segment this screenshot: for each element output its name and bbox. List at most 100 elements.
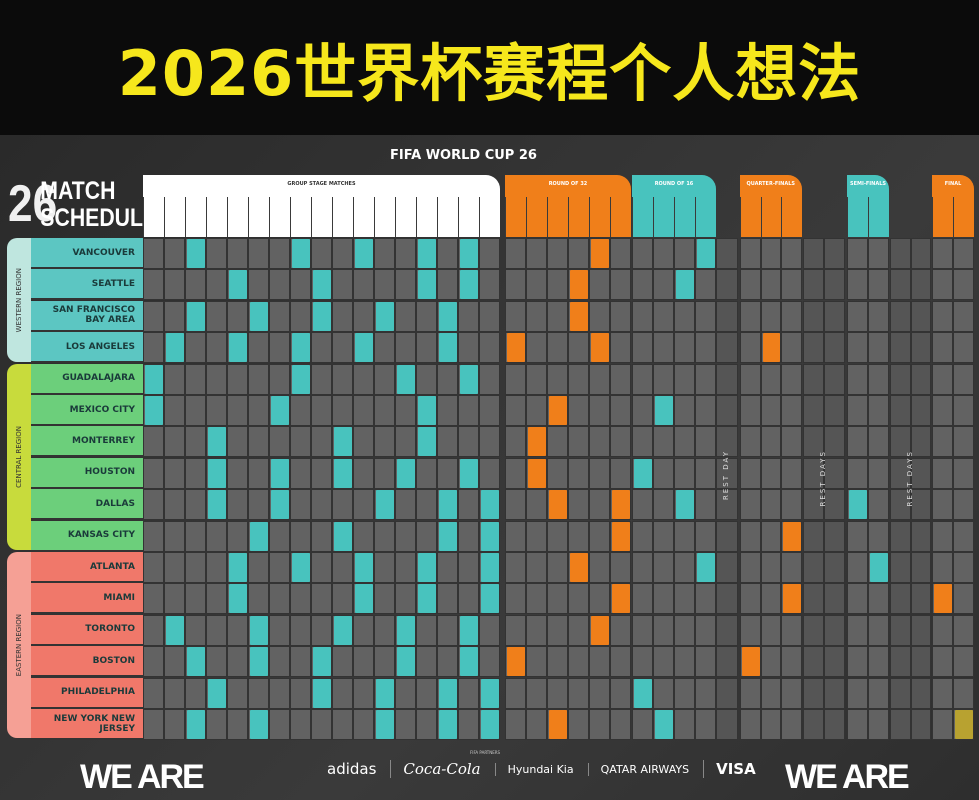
match-r16[interactable]: [697, 553, 715, 582]
match-g[interactable]: [418, 239, 436, 268]
match-r32[interactable]: [612, 490, 630, 520]
match-g[interactable]: [208, 678, 226, 708]
match-g[interactable]: [250, 521, 268, 551]
match-g[interactable]: [187, 239, 205, 268]
match-r32[interactable]: [549, 490, 567, 520]
match-g[interactable]: [355, 553, 373, 582]
match-g[interactable]: [250, 301, 268, 331]
match-g[interactable]: [313, 678, 331, 708]
match-g[interactable]: [397, 458, 415, 488]
match-r32[interactable]: [570, 270, 588, 300]
match-final[interactable]: [934, 584, 952, 614]
match-g[interactable]: [397, 615, 415, 645]
match-g[interactable]: [166, 615, 184, 645]
match-g[interactable]: [460, 647, 478, 677]
match-r32[interactable]: [591, 333, 609, 363]
match-g[interactable]: [439, 490, 457, 520]
match-g[interactable]: [481, 521, 499, 551]
match-r32[interactable]: [549, 710, 567, 739]
match-r16[interactable]: [634, 678, 652, 708]
match-g[interactable]: [271, 458, 289, 488]
match-g[interactable]: [313, 301, 331, 331]
match-g[interactable]: [460, 615, 478, 645]
match-g[interactable]: [460, 239, 478, 268]
match-r16[interactable]: [634, 458, 652, 488]
match-g[interactable]: [187, 710, 205, 739]
match-sf[interactable]: [849, 490, 867, 520]
match-r16[interactable]: [676, 490, 694, 520]
match-g[interactable]: [355, 333, 373, 363]
match-r32[interactable]: [591, 615, 609, 645]
match-g[interactable]: [229, 584, 247, 614]
match-g[interactable]: [250, 710, 268, 739]
match-g[interactable]: [166, 333, 184, 363]
match-g[interactable]: [439, 333, 457, 363]
match-g[interactable]: [187, 301, 205, 331]
match-g[interactable]: [208, 458, 226, 488]
match-g[interactable]: [229, 333, 247, 363]
match-r32[interactable]: [507, 333, 525, 363]
match-g[interactable]: [481, 490, 499, 520]
match-g[interactable]: [460, 270, 478, 300]
match-g[interactable]: [439, 301, 457, 331]
match-g[interactable]: [145, 396, 163, 425]
match-g[interactable]: [376, 490, 394, 520]
match-r32[interactable]: [612, 521, 630, 551]
match-g[interactable]: [229, 270, 247, 300]
match-g[interactable]: [418, 270, 436, 300]
match-g[interactable]: [460, 364, 478, 394]
match-g[interactable]: [439, 710, 457, 739]
match-g[interactable]: [460, 458, 478, 488]
match-g[interactable]: [397, 364, 415, 394]
match-g[interactable]: [418, 396, 436, 425]
match-g[interactable]: [481, 584, 499, 614]
match-g[interactable]: [481, 678, 499, 708]
match-g[interactable]: [439, 521, 457, 551]
match-qf[interactable]: [742, 647, 760, 677]
match-r32[interactable]: [570, 553, 588, 582]
match-g[interactable]: [187, 647, 205, 677]
match-g[interactable]: [334, 615, 352, 645]
match-r32[interactable]: [570, 301, 588, 331]
match-g[interactable]: [313, 270, 331, 300]
match-g[interactable]: [250, 647, 268, 677]
match-g[interactable]: [334, 521, 352, 551]
match-g[interactable]: [418, 553, 436, 582]
match-qf[interactable]: [783, 521, 801, 551]
match-g[interactable]: [145, 364, 163, 394]
match-g[interactable]: [292, 239, 310, 268]
match-r32[interactable]: [528, 458, 546, 488]
match-r32[interactable]: [591, 239, 609, 268]
match-r16[interactable]: [655, 710, 673, 739]
match-g[interactable]: [418, 584, 436, 614]
match-g[interactable]: [418, 427, 436, 457]
match-g[interactable]: [439, 678, 457, 708]
match-g[interactable]: [208, 490, 226, 520]
match-r16[interactable]: [655, 396, 673, 425]
match-r32[interactable]: [612, 584, 630, 614]
match-g[interactable]: [355, 239, 373, 268]
match-g[interactable]: [271, 396, 289, 425]
match-g[interactable]: [271, 490, 289, 520]
match-g[interactable]: [334, 427, 352, 457]
match-g[interactable]: [313, 647, 331, 677]
match-r16[interactable]: [676, 270, 694, 300]
match-sf[interactable]: [870, 553, 888, 582]
match-qf[interactable]: [783, 584, 801, 614]
match-final[interactable]: [955, 710, 973, 739]
match-g[interactable]: [376, 301, 394, 331]
match-g[interactable]: [481, 710, 499, 739]
match-g[interactable]: [250, 615, 268, 645]
match-g[interactable]: [376, 678, 394, 708]
match-r16[interactable]: [697, 239, 715, 268]
match-qf[interactable]: [762, 333, 780, 363]
match-r32[interactable]: [528, 427, 546, 457]
match-g[interactable]: [334, 458, 352, 488]
match-g[interactable]: [376, 710, 394, 739]
match-g[interactable]: [229, 553, 247, 582]
match-g[interactable]: [481, 553, 499, 582]
match-g[interactable]: [292, 364, 310, 394]
match-g[interactable]: [292, 553, 310, 582]
match-g[interactable]: [292, 333, 310, 363]
match-r32[interactable]: [549, 396, 567, 425]
